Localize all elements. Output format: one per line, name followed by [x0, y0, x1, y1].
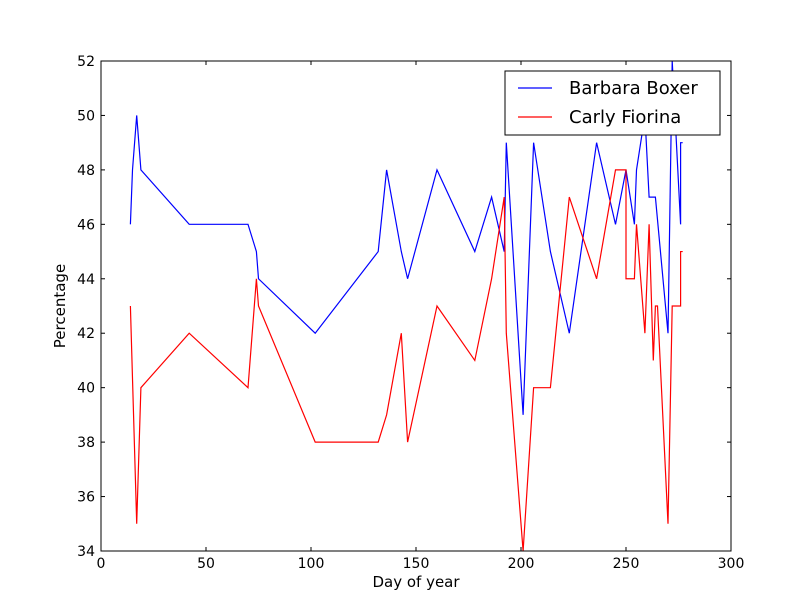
- y-axis-label: Percentage: [51, 264, 69, 348]
- x-tick-label: 250: [613, 556, 640, 572]
- y-tick-label: 48: [77, 163, 95, 179]
- legend: Barbara Boxer Carly Fiorina: [504, 70, 721, 136]
- y-tick-label: 40: [77, 381, 95, 397]
- legend-label-barbara-boxer: Barbara Boxer: [569, 78, 698, 99]
- tick-layer: 0 50 100 150 200 250 300 34 36 38 40 42 44 46 48 50 52: [77, 54, 744, 572]
- x-tick-label: 50: [197, 556, 215, 572]
- y-tick-label: 44: [77, 272, 95, 288]
- y-tick-label: 42: [77, 326, 95, 342]
- x-axis-label: Day of year: [372, 573, 460, 591]
- y-tick-label: 50: [77, 108, 95, 124]
- y-tick-label: 52: [77, 54, 95, 70]
- series-layer: [129, 61, 683, 551]
- y-tick-label: 38: [77, 435, 95, 451]
- series-line-carly-fiorina: [129, 169, 683, 551]
- x-tick-label: 300: [718, 556, 745, 572]
- legend-label-carly-fiorina: Carly Fiorina: [569, 107, 681, 128]
- x-tick-label: 200: [508, 556, 535, 572]
- series-line-barbara-boxer: [129, 61, 683, 415]
- x-tick-label: 0: [97, 556, 106, 572]
- x-tick-label: 150: [403, 556, 430, 572]
- y-tick-label: 36: [77, 490, 95, 506]
- y-tick-label: 34: [77, 544, 95, 560]
- y-tick-label: 46: [77, 217, 95, 233]
- x-tick-label: 100: [298, 556, 325, 572]
- legend-box: [504, 70, 721, 136]
